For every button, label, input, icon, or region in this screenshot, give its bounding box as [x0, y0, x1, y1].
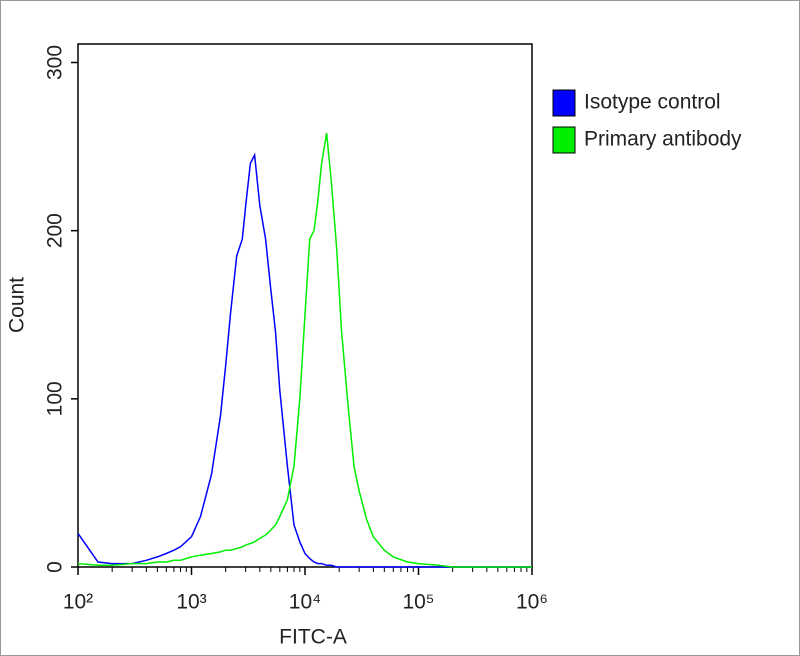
x-tick-label: 10³ [176, 591, 206, 614]
y-axis-label: Count [6, 277, 29, 333]
x-tick-label: 10⁶ [516, 591, 548, 614]
x-tick-label: 10² [63, 591, 93, 614]
x-axis-label: FITC-A [279, 626, 347, 649]
legend-swatch [552, 89, 576, 117]
y-tick-label: 0 [44, 561, 67, 573]
histogram-line [77, 132, 532, 568]
legend-swatch [552, 126, 576, 154]
y-tick-label: 200 [44, 213, 67, 248]
legend-label: Primary antibody [584, 128, 742, 151]
y-tick-label: 100 [44, 381, 67, 416]
x-tick-label: 10⁴ [289, 591, 321, 614]
legend-label: Isotype control [584, 91, 721, 114]
histogram-line [77, 152, 532, 568]
x-tick-label: 10⁵ [402, 591, 434, 614]
y-tick-label: 300 [44, 45, 67, 80]
